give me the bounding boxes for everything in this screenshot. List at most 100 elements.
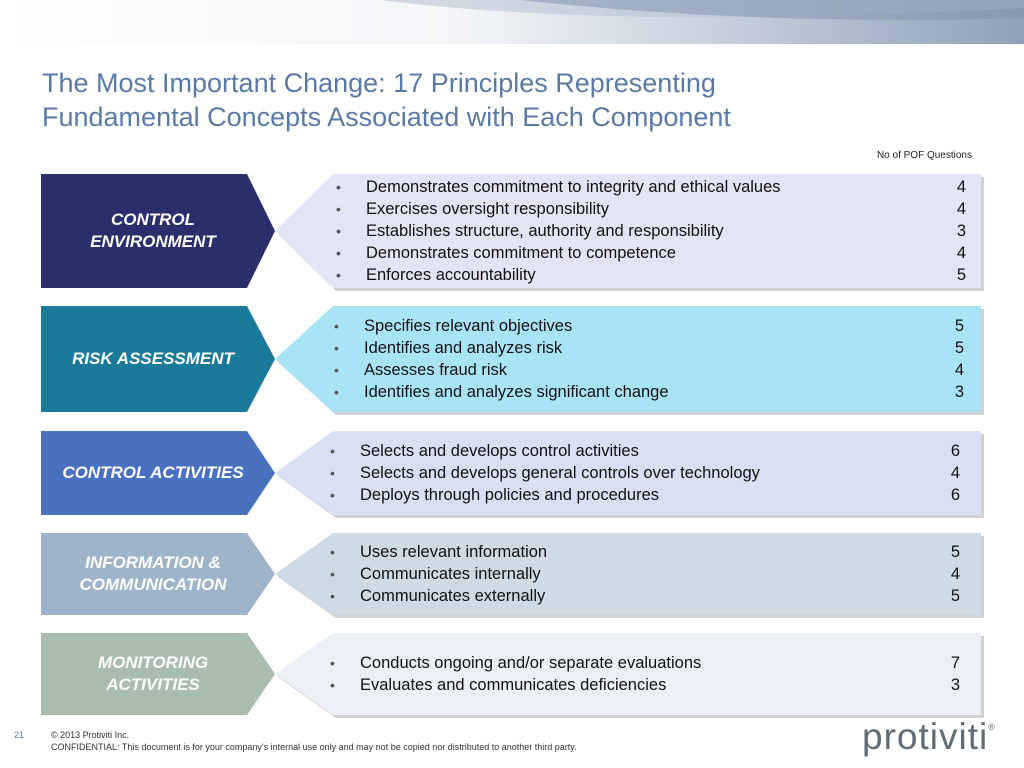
principle-item: • Demonstrates commitment to integrity an… [336,176,966,198]
principles-list: • Specifies relevant objectives 5 • Identifi… [334,306,964,412]
pof-count: 4 [956,178,966,196]
principle-item: • Evaluates and communicates deficiencies… [330,674,960,696]
pof-count: 6 [950,442,960,460]
bullet-icon: • [336,201,341,217]
bullet-icon: • [336,245,341,261]
component-label: MONITORING ACTIVITIES [41,633,275,715]
bullet-icon: • [334,362,339,378]
pof-count: 6 [950,486,960,504]
component-label: CONTROL ACTIVITIES [41,431,275,515]
principle-text: Conducts ongoing and/or separate evaluat… [360,654,702,672]
principle-item: • Identifies and analyzes risk 5 [334,337,964,359]
principle-item: • Identifies and analyzes significant cha… [334,381,964,403]
pof-count: 7 [950,654,960,672]
principles-list: • Demonstrates commitment to integrity an… [336,174,966,288]
principle-text: Enforces accountability [366,266,536,284]
principle-text: Identifies and analyzes significant chan… [364,383,669,401]
component-row: CONTROL ENVIRONMENT • Demonstrates commitm… [41,174,984,291]
principle-text: Selects and develops control activities [360,442,639,460]
logo-text: protiviti [862,716,989,757]
principle-item: • Enforces accountability 5 [336,264,966,286]
pof-count: 3 [954,383,964,401]
principle-text: Deploys through policies and procedures [360,486,660,504]
pof-count: 3 [956,222,966,240]
title-line-1: The Most Important Change: 17 Principles… [42,68,716,98]
principle-text: Communicates internally [360,565,541,583]
principle-text: Uses relevant information [360,543,548,561]
bullet-icon: • [336,267,341,283]
principle-text: Selects and develops general controls ov… [360,464,760,482]
pof-count: 4 [954,361,964,379]
principle-item: • Conducts ongoing and/or separate evalua… [330,652,960,674]
bullet-icon: • [330,677,335,693]
bullet-icon: • [330,544,335,560]
protiviti-logo: protiviti® [862,716,996,758]
component-row: INFORMATION & COMMUNICATION • Uses relevan… [41,533,984,618]
principle-item: • Selects and develops general controls o… [330,462,960,484]
slide-title: The Most Important Change: 17 Principles… [42,66,942,134]
bullet-icon: • [330,443,335,459]
principle-item: • Deploys through policies and procedures… [330,484,960,506]
component-label-text: CONTROL ENVIRONMENT [90,210,216,251]
bullet-icon: • [334,318,339,334]
principle-item: • Exercises oversight responsibility 4 [336,198,966,220]
panel-shape [275,306,984,415]
pof-count: 5 [954,339,964,357]
principle-item: • Establishes structure, authority and re… [336,220,966,242]
principle-item: • Assesses fraud risk 4 [334,359,964,381]
panel-shape [275,533,984,618]
bullet-icon: • [334,384,339,400]
panel-shape [275,174,984,291]
copyright-text: © 2013 Protiviti Inc. [51,730,130,740]
component-label-text: RISK ASSESSMENT [72,349,234,368]
principles-panel [275,174,984,291]
component-row: CONTROL ACTIVITIES • Selects and develops … [41,431,984,518]
principle-item: • Selects and develops control activities… [330,440,960,462]
principle-text: Identifies and analyzes risk [364,339,563,357]
principle-text: Assesses fraud risk [364,361,508,379]
pof-count: 5 [956,266,966,284]
bullet-icon: • [336,223,341,239]
principle-item: • Communicates internally 4 [330,563,960,585]
bullet-icon: • [330,588,335,604]
pof-count: 5 [950,587,960,605]
principles-list: • Selects and develops control activities… [330,431,960,515]
principle-item: • Communicates externally 5 [330,585,960,607]
component-row: RISK ASSESSMENT • Specifies relevant objec… [41,306,984,415]
principle-item: • Demonstrates commitment to competence 4 [336,242,966,264]
principles-panel [275,306,984,415]
pof-count: 4 [950,464,960,482]
component-label: INFORMATION & COMMUNICATION [41,533,275,615]
pof-count: 4 [956,244,966,262]
component-label: RISK ASSESSMENT [41,306,275,412]
principles-list: • Conducts ongoing and/or separate evalua… [330,633,960,715]
principles-panel [275,633,984,718]
title-line-2: Fundamental Concepts Associated with Eac… [42,102,731,132]
top-banner [0,0,1024,44]
bullet-icon: • [330,465,335,481]
bullet-icon: • [330,655,335,671]
panel-shape [275,633,984,718]
bullet-icon: • [334,340,339,356]
page-number: 21 [14,730,25,740]
principle-text: Exercises oversight responsibility [366,200,610,218]
banner-swoosh [380,0,1024,20]
panel-shape [275,431,984,518]
pof-count: 3 [950,676,960,694]
component-label-text: INFORMATION & COMMUNICATION [79,553,227,594]
principle-text: Demonstrates commitment to integrity and… [366,178,781,196]
pof-count: 5 [954,317,964,335]
pof-column-header: No of POF Questions [876,150,972,161]
principle-text: Demonstrates commitment to competence [366,244,676,262]
principle-text: Specifies relevant objectives [364,317,573,335]
bullet-icon: • [330,487,335,503]
pof-count: 4 [956,200,966,218]
principle-text: Establishes structure, authority and res… [366,222,724,240]
principles-panel [275,533,984,618]
component-label-text: CONTROL ACTIVITIES [62,463,244,482]
bullet-icon: • [336,179,341,195]
principle-item: • Specifies relevant objectives 5 [334,315,964,337]
bullet-icon: • [330,566,335,582]
principles-list: • Uses relevant information 5 • Communicates… [330,533,960,615]
principle-text: Evaluates and communicates deficiencies [360,676,667,694]
